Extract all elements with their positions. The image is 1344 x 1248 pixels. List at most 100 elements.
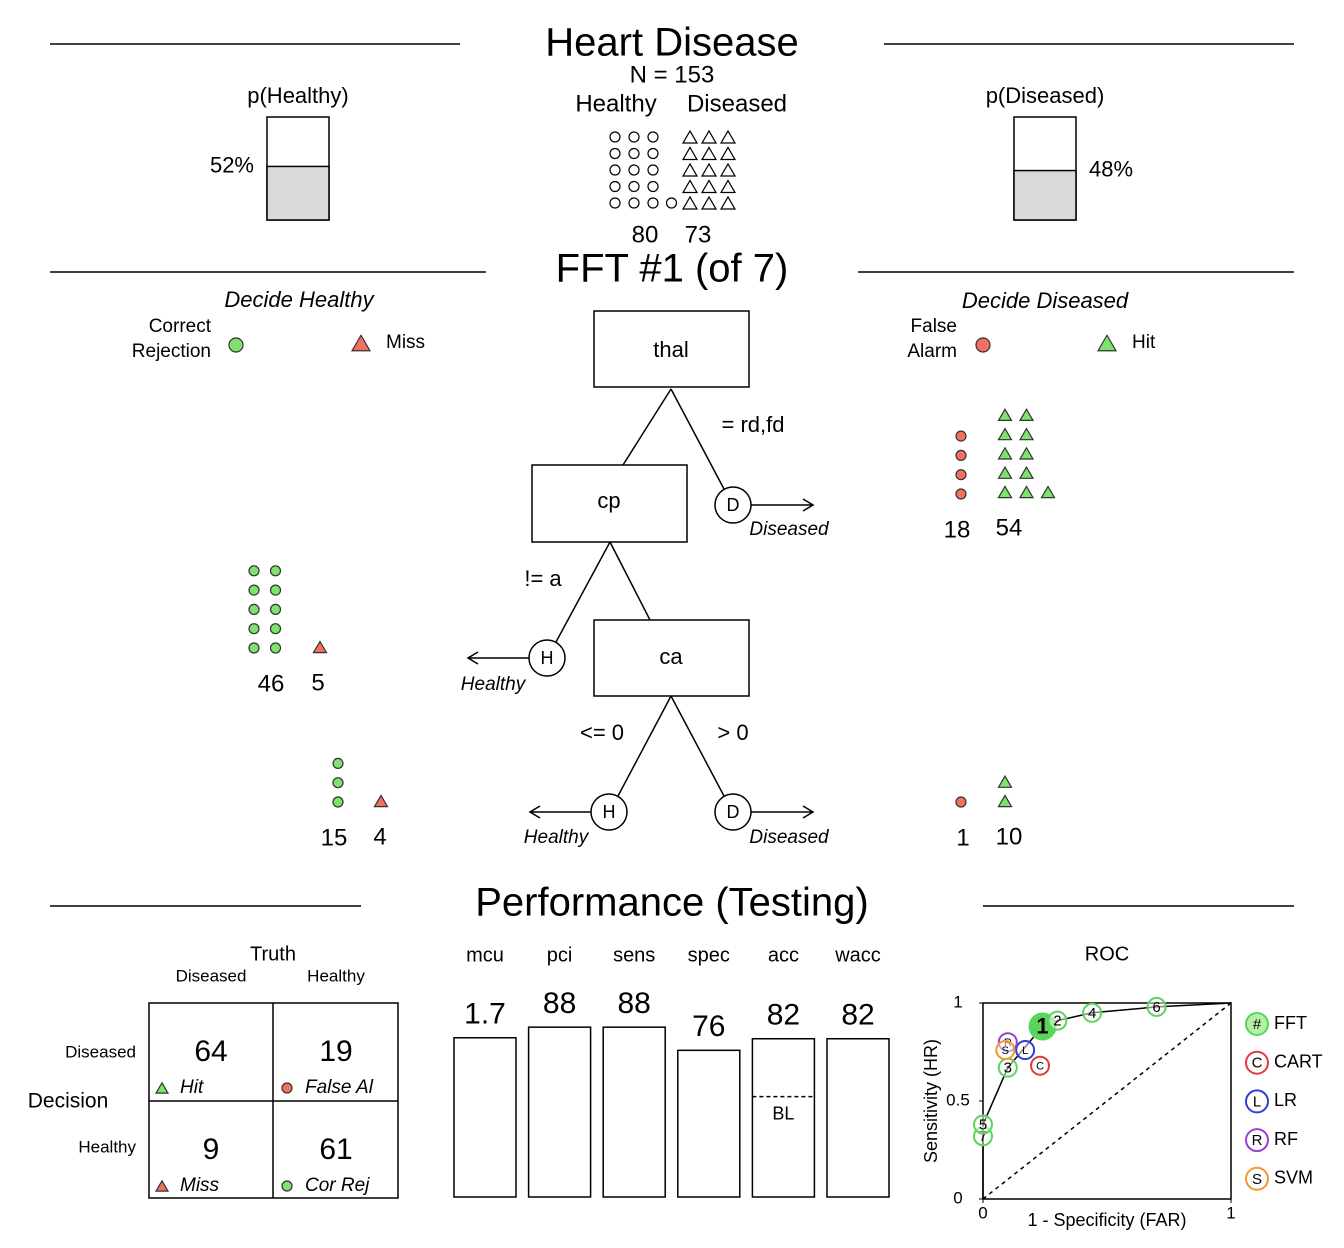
class-count: 80 — [632, 221, 659, 248]
roc-point — [995, 1040, 1016, 1061]
triangle-icon — [997, 465, 1013, 479]
roc-point-label: 7 — [979, 1128, 987, 1145]
roc-point — [1047, 1010, 1068, 1031]
exit-label: Diseased — [749, 519, 830, 540]
metric-name: acc — [768, 944, 799, 966]
icon-array — [955, 796, 967, 808]
triangle-icon — [154, 1081, 170, 1094]
circle-icon — [628, 180, 640, 193]
exit-symbol: D — [727, 495, 740, 515]
triangle-icon — [700, 162, 718, 177]
metric-value: 76 — [692, 1010, 725, 1043]
circle-icon — [609, 131, 621, 143]
triangle-icon — [1018, 427, 1035, 441]
legend-marker — [1245, 1128, 1269, 1153]
y-tick-label: 0.5 — [946, 1090, 970, 1109]
class-label: Healthy — [575, 90, 656, 117]
legend-label: Miss — [386, 332, 425, 353]
roc-curve-end — [1156, 1002, 1232, 1008]
triangle-icon — [1018, 446, 1035, 460]
node-label: ca — [659, 644, 683, 669]
cell-value: 19 — [319, 1035, 352, 1068]
circle-icon — [269, 584, 282, 596]
circle-icon — [248, 603, 260, 616]
circle-icon — [269, 642, 282, 654]
count-label: 10 — [996, 823, 1023, 850]
y-axis-label: Sensitivity (HR) — [921, 1039, 941, 1163]
icon-array — [997, 408, 1056, 499]
p-label: p(Diseased) — [986, 83, 1105, 108]
exit-symbol: H — [541, 648, 554, 668]
legend-label: CART — [1274, 1051, 1323, 1071]
edge-label: > 0 — [717, 720, 748, 745]
triangle-icon — [997, 485, 1013, 499]
triangle-icon — [719, 146, 737, 161]
triangle-icon — [1096, 334, 1118, 352]
triangle-icon — [1040, 485, 1056, 499]
legend-symbol: L — [1253, 1093, 1261, 1110]
roc-point-label: L — [1022, 1045, 1028, 1057]
circle-icon — [628, 164, 640, 176]
y-tick-label: 0 — [953, 1188, 962, 1207]
icon-array — [312, 640, 328, 654]
triangle-icon — [681, 195, 699, 210]
triangle-icon — [1018, 485, 1035, 499]
circle-icon — [269, 623, 282, 635]
x-axis-label: 1 - Specificity (FAR) — [1027, 1210, 1186, 1230]
icon-array — [248, 565, 282, 654]
icon-array — [332, 757, 344, 808]
main-title: Heart Disease — [545, 21, 798, 65]
edge-label: = rd,fd — [722, 412, 785, 437]
p-value: 52% — [210, 152, 254, 177]
truth-label: Truth — [250, 943, 296, 965]
metric-bar — [677, 1049, 741, 1198]
triangle-icon — [719, 179, 737, 194]
circle-icon — [975, 337, 991, 353]
count-label: 46 — [258, 670, 285, 697]
circle-icon — [609, 180, 621, 193]
triangle-icon — [700, 179, 718, 194]
metric-value: 88 — [618, 987, 651, 1020]
triangle-icon — [1018, 465, 1035, 479]
y-tick-label: 1 — [953, 992, 962, 1011]
triangle-icon — [373, 794, 389, 808]
triangle-icon — [681, 146, 699, 161]
circle-icon — [281, 1082, 293, 1094]
legend-label: False — [911, 316, 957, 337]
p-label: p(Healthy) — [247, 83, 348, 108]
icon-array — [997, 774, 1013, 808]
metric-value: 82 — [841, 999, 874, 1032]
x-tick-label: 1 — [1226, 1203, 1235, 1222]
cell-label: Cor Rej — [305, 1175, 370, 1196]
legend-symbol: R — [1252, 1132, 1263, 1149]
roc-point-label: 2 — [1053, 1013, 1061, 1030]
roc-point-label: 4 — [1088, 1005, 1096, 1022]
column-label: Diseased — [176, 966, 247, 985]
exit-label: Healthy — [524, 827, 590, 848]
cell-label: False Al — [305, 1077, 374, 1098]
metric-name: pci — [547, 944, 573, 966]
circle-icon — [628, 131, 640, 143]
circle-icon — [609, 197, 621, 209]
legend-symbol: # — [1253, 1016, 1262, 1033]
metric-bar — [826, 1037, 890, 1198]
exit-label: Healthy — [461, 674, 527, 695]
metric-bar — [527, 1026, 592, 1198]
triangle-icon — [681, 129, 699, 144]
baseline-label: BL — [772, 1103, 794, 1123]
exit-symbol: H — [603, 802, 616, 822]
circle-icon — [647, 147, 659, 160]
triangle-icon — [997, 408, 1013, 421]
circle-icon — [269, 603, 282, 616]
legend-symbol: C — [1252, 1055, 1263, 1072]
cell-label: Miss — [180, 1175, 220, 1196]
circle-icon — [248, 642, 260, 654]
count-label: 54 — [996, 514, 1023, 541]
metric-name: wacc — [834, 944, 881, 966]
x-tick-label: 0 — [978, 1203, 987, 1222]
roc-point — [1015, 1040, 1036, 1061]
circle-icon — [665, 197, 678, 209]
circle-icon — [955, 469, 967, 481]
icon-array — [373, 794, 389, 808]
